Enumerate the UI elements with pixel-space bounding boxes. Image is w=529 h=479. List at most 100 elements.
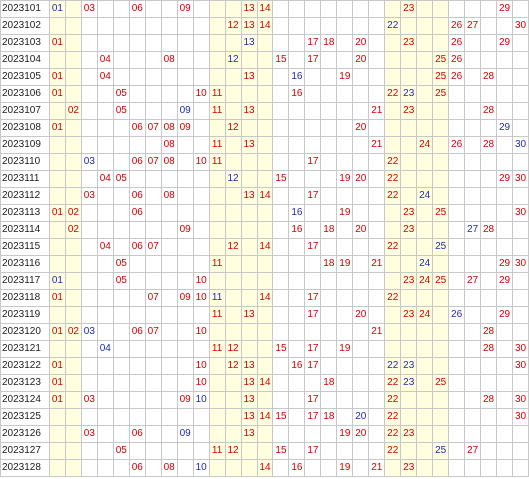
number-cell: 01 (48, 357, 66, 375)
number-cell (224, 34, 242, 52)
number-cell: 27 (464, 442, 482, 460)
number-cell (464, 374, 482, 392)
number-cell (432, 136, 450, 154)
number-cell (272, 102, 290, 120)
number-cell: 19 (336, 425, 354, 443)
number-cell (224, 255, 242, 273)
number-cell: 10 (192, 357, 210, 375)
number-cell (192, 34, 210, 52)
number-cell: 23 (400, 221, 418, 239)
number-cell (80, 34, 98, 52)
number-cell: 28 (480, 136, 498, 154)
number-cell (384, 340, 402, 358)
number-cell (240, 272, 258, 290)
number-cell (240, 323, 258, 341)
number-cell: 29 (496, 119, 513, 137)
number-cell (336, 102, 354, 120)
table-row: 2023113 01 02 06 16 19 23 25 30 (0, 204, 529, 222)
number-cell (464, 68, 482, 86)
number-cell (256, 204, 274, 222)
number-cell (176, 272, 194, 290)
number-cell (400, 391, 418, 409)
number-cell (400, 289, 418, 307)
number-cell: 02 (64, 323, 82, 341)
number-cell (288, 51, 306, 69)
number-cell (272, 289, 290, 307)
number-cell (384, 34, 402, 52)
table-row: 2023108 01 06 07 08 09 12 20 29 (0, 119, 529, 137)
number-cell (144, 17, 162, 35)
number-cell (208, 170, 226, 188)
number-cell (496, 153, 513, 171)
number-cell: 17 (304, 153, 322, 171)
number-cell (512, 187, 529, 205)
number-cell (352, 255, 370, 273)
number-cell (336, 221, 354, 239)
number-cell (288, 255, 306, 273)
number-cell (400, 238, 418, 256)
number-cell (96, 357, 114, 375)
number-cell: 04 (96, 340, 114, 358)
number-cell (128, 255, 146, 273)
number-cell (512, 0, 529, 18)
number-cell (208, 374, 226, 392)
number-cell (112, 408, 130, 426)
number-cell (352, 0, 370, 18)
number-cell (320, 0, 338, 18)
number-cell (240, 204, 258, 222)
number-cell (96, 85, 114, 103)
number-cell (352, 17, 370, 35)
number-cell: 24 (416, 136, 434, 154)
number-cell (368, 187, 386, 205)
number-cell (480, 238, 498, 256)
number-cell (336, 153, 354, 171)
table-row: 2023118 01 07 09 10 11 14 17 22 (0, 289, 529, 307)
number-cell (288, 289, 306, 307)
number-cell (48, 255, 66, 273)
number-cell: 04 (96, 51, 114, 69)
number-cell (96, 187, 114, 205)
number-cell (80, 289, 98, 307)
number-cell (352, 136, 370, 154)
number-cell (256, 255, 274, 273)
number-cell (288, 34, 306, 52)
number-cell (288, 136, 306, 154)
number-cell: 14 (256, 408, 274, 426)
number-cell (160, 255, 178, 273)
number-cell: 22 (384, 357, 402, 375)
number-cell (416, 238, 434, 256)
number-cell (192, 187, 210, 205)
number-cell (464, 119, 482, 137)
number-cell (448, 340, 466, 358)
number-cell (496, 221, 513, 239)
number-cell (48, 238, 66, 256)
number-cell (192, 68, 210, 86)
number-cell (112, 153, 130, 171)
number-cell (176, 34, 194, 52)
number-cell (288, 272, 306, 290)
issue-number: 2023113 (0, 204, 50, 222)
number-cell: 02 (64, 221, 82, 239)
number-cell (272, 255, 290, 273)
number-cell (112, 221, 130, 239)
number-cell (480, 51, 498, 69)
number-cell (384, 51, 402, 69)
number-cell (224, 306, 242, 324)
number-cell (240, 442, 258, 460)
number-cell (384, 323, 402, 341)
number-cell (384, 68, 402, 86)
number-cell (240, 289, 258, 307)
number-cell (192, 119, 210, 137)
number-cell (48, 136, 66, 154)
number-cell (432, 17, 450, 35)
number-cell: 28 (480, 102, 498, 120)
number-cell: 08 (160, 187, 178, 205)
number-cell: 06 (128, 323, 146, 341)
table-row: 2023128 06 08 10 14 16 19 21 23 (0, 459, 529, 477)
number-cell (432, 357, 450, 375)
issue-number: 2023121 (0, 340, 50, 358)
number-cell: 20 (352, 408, 370, 426)
number-cell (352, 68, 370, 86)
number-cell (112, 357, 130, 375)
number-cell: 30 (512, 204, 529, 222)
